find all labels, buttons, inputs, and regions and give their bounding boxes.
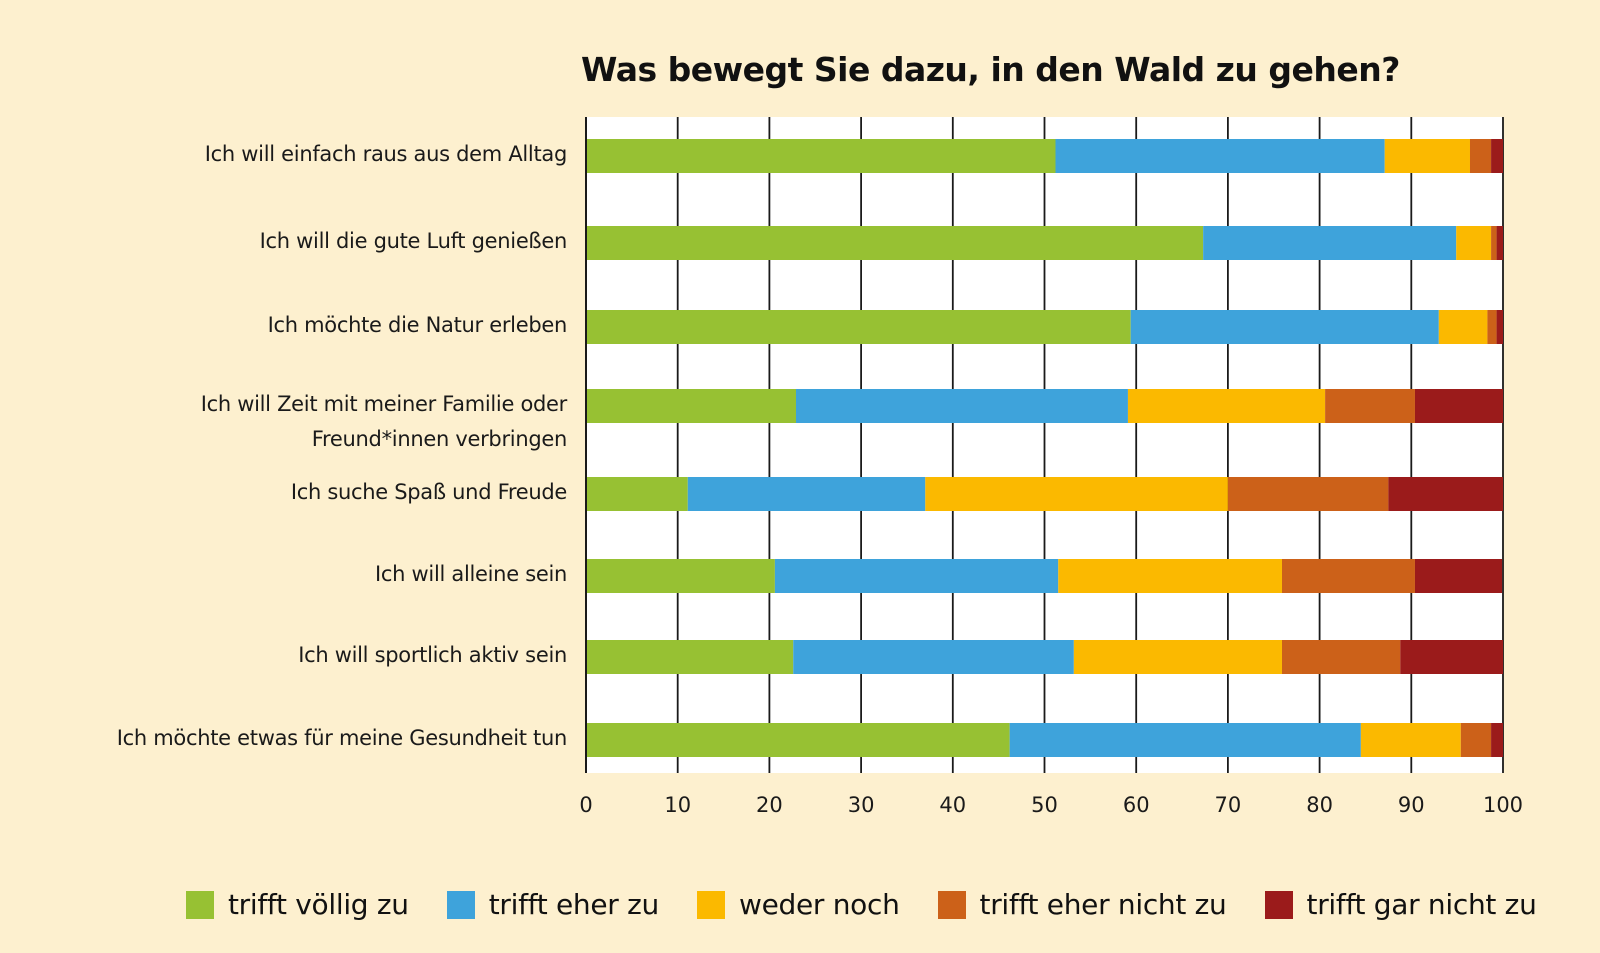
- bar-segment: [1009, 723, 1361, 757]
- legend-swatch: [186, 890, 214, 919]
- legend-label: trifft eher zu: [488, 888, 660, 921]
- bar-segment: [1282, 640, 1401, 674]
- bar-segment: [1456, 226, 1492, 260]
- bar-segment: [1414, 559, 1503, 593]
- legend-label: trifft gar nicht zu: [1306, 888, 1537, 921]
- legend-swatch: [696, 890, 725, 919]
- x-tick-label: 60: [1123, 793, 1150, 817]
- category-label: Ich suche Spaß und Freude: [290, 480, 567, 504]
- bar-segment: [586, 559, 775, 593]
- bar-segment: [1203, 226, 1457, 260]
- bar-segment: [1227, 477, 1389, 511]
- x-tick-label: 20: [756, 793, 783, 817]
- x-tick-label: 90: [1398, 793, 1425, 817]
- x-tick-label: 30: [848, 793, 875, 817]
- legend-item: trifft gar nicht zu: [1264, 888, 1537, 921]
- bar-segment: [795, 389, 1128, 423]
- bar-segment: [1414, 389, 1503, 423]
- x-tick-label: 100: [1483, 793, 1523, 817]
- legend-item: weder noch: [696, 888, 900, 921]
- chart-title: Was bewegt Sie dazu, in den Wald zu gehe…: [581, 50, 1400, 89]
- category-label: Ich will sportlich aktiv sein: [298, 643, 567, 667]
- legend-swatch: [1264, 890, 1293, 919]
- x-tick-label: 80: [1306, 793, 1333, 817]
- legend-swatch: [446, 890, 475, 919]
- legend-item: trifft völlig zu: [186, 888, 409, 921]
- bar-segment: [793, 640, 1074, 674]
- x-tick-label: 0: [579, 793, 592, 817]
- legend-swatch: [937, 890, 966, 919]
- legend-label: trifft völlig zu: [228, 888, 409, 921]
- legend-item: trifft eher zu: [446, 888, 660, 921]
- bar-segment: [586, 723, 1010, 757]
- bar-segment: [586, 139, 1056, 173]
- bar-segment: [586, 226, 1204, 260]
- bar-segment: [1460, 723, 1492, 757]
- bar-segment: [1487, 310, 1497, 344]
- bar-segment: [1282, 559, 1415, 593]
- category-label: Ich will einfach raus aus dem Alltag: [204, 142, 568, 166]
- bar-segment: [1400, 640, 1503, 674]
- legend-label: weder noch: [738, 888, 900, 921]
- bar-segment: [1058, 559, 1283, 593]
- x-tick-label: 40: [939, 793, 966, 817]
- bar-segment: [925, 477, 1228, 511]
- category-label: Ich will die gute Luft genießen: [259, 229, 568, 253]
- bar-segment: [1130, 310, 1439, 344]
- category-label: Ich will alleine sein: [375, 562, 567, 586]
- category-label: Ich möchte etwas für meine Gesundheit tu…: [116, 726, 568, 750]
- bar-segment: [1491, 139, 1503, 173]
- bar-segment: [1496, 310, 1503, 344]
- bar-segment: [1384, 139, 1470, 173]
- bar-segment: [1491, 723, 1503, 757]
- category-label: Freund*innen verbringen: [311, 427, 568, 451]
- bar-segment: [586, 640, 794, 674]
- bar-segment: [586, 477, 688, 511]
- bar-segment: [1073, 640, 1283, 674]
- bar-segment: [1127, 389, 1326, 423]
- bar-segment: [687, 477, 926, 511]
- category-label: Ich möchte die Natur erleben: [267, 313, 568, 337]
- bar-segment: [1469, 139, 1492, 173]
- bar-segment: [1360, 723, 1461, 757]
- x-tick-label: 50: [1031, 793, 1058, 817]
- bar-segment: [774, 559, 1059, 593]
- legend-label: trifft eher nicht zu: [979, 888, 1227, 921]
- bar-segment: [1388, 477, 1503, 511]
- bar-segment: [1438, 310, 1488, 344]
- x-tick-label: 10: [664, 793, 691, 817]
- legend-item: trifft eher nicht zu: [937, 888, 1227, 921]
- bar-segment: [1055, 139, 1385, 173]
- bar-segment: [1325, 389, 1415, 423]
- x-tick-label: 70: [1215, 793, 1242, 817]
- bar-segment: [1496, 226, 1503, 260]
- bar-segment: [586, 389, 796, 423]
- bar-segment: [1491, 226, 1497, 260]
- category-label: Ich will Zeit mit meiner Familie oder: [200, 392, 568, 416]
- bar-segment: [586, 310, 1131, 344]
- legend: trifft völlig zu trifft eher zu weder noch…: [186, 888, 1537, 921]
